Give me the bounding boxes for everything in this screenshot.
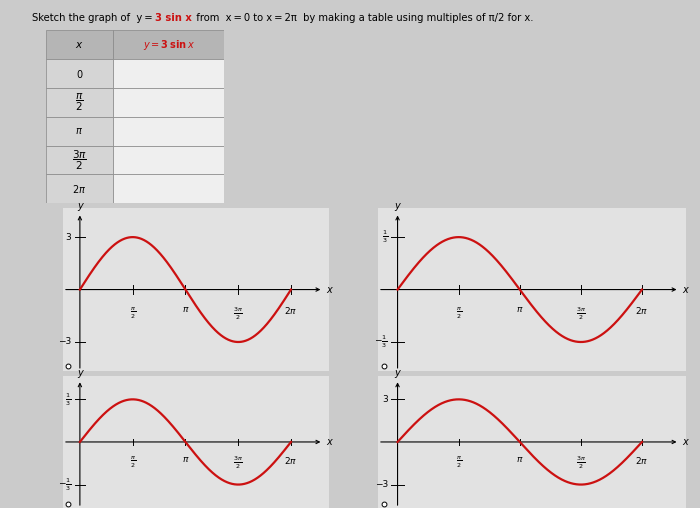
Text: $2\pi$: $2\pi$ bbox=[72, 183, 87, 195]
Text: x: x bbox=[682, 284, 688, 295]
Text: $\frac{3\pi}{2}$: $\frac{3\pi}{2}$ bbox=[233, 455, 243, 471]
Text: $\frac{3\pi}{2}$: $\frac{3\pi}{2}$ bbox=[233, 305, 243, 322]
Text: Sketch the graph of  y =: Sketch the graph of y = bbox=[32, 13, 154, 23]
Text: $\frac{\pi}{2}$: $\frac{\pi}{2}$ bbox=[130, 305, 136, 321]
Text: $\dfrac{3\pi}{2}$: $\dfrac{3\pi}{2}$ bbox=[72, 148, 87, 172]
Text: −3: −3 bbox=[58, 337, 71, 346]
Text: $2\pi$: $2\pi$ bbox=[284, 455, 298, 466]
Text: $\pi$: $\pi$ bbox=[76, 126, 83, 136]
Text: $\frac{\pi}{2}$: $\frac{\pi}{2}$ bbox=[456, 455, 462, 470]
Text: y: y bbox=[395, 201, 400, 211]
FancyBboxPatch shape bbox=[46, 117, 113, 146]
FancyBboxPatch shape bbox=[46, 59, 113, 88]
Text: y: y bbox=[77, 368, 83, 378]
Text: $\frac{3\pi}{2}$: $\frac{3\pi}{2}$ bbox=[576, 305, 586, 322]
Text: $x$: $x$ bbox=[75, 40, 84, 50]
Text: 3: 3 bbox=[382, 395, 388, 404]
Text: $2\pi$: $2\pi$ bbox=[636, 455, 649, 466]
Text: $-\frac{1}{3}$: $-\frac{1}{3}$ bbox=[58, 477, 71, 493]
FancyBboxPatch shape bbox=[46, 146, 113, 174]
FancyBboxPatch shape bbox=[113, 174, 224, 203]
Text: $\pi$: $\pi$ bbox=[182, 305, 189, 314]
Text: $2\pi$: $2\pi$ bbox=[284, 305, 298, 316]
Text: 3 sin x: 3 sin x bbox=[155, 13, 193, 23]
Text: 3: 3 bbox=[66, 233, 71, 242]
Text: $y = \mathbf{3}\,\mathbf{sin}\,x$: $y = \mathbf{3}\,\mathbf{sin}\,x$ bbox=[143, 38, 195, 52]
FancyBboxPatch shape bbox=[46, 88, 113, 117]
Text: y: y bbox=[395, 368, 400, 378]
FancyBboxPatch shape bbox=[113, 146, 224, 174]
Text: $\frac{\pi}{2}$: $\frac{\pi}{2}$ bbox=[130, 455, 136, 470]
Text: x: x bbox=[682, 437, 688, 447]
Text: $\frac{1}{3}$: $\frac{1}{3}$ bbox=[65, 391, 71, 407]
FancyBboxPatch shape bbox=[46, 30, 113, 59]
Text: $\frac{3\pi}{2}$: $\frac{3\pi}{2}$ bbox=[576, 455, 586, 471]
FancyBboxPatch shape bbox=[113, 88, 224, 117]
Text: $-\frac{1}{3}$: $-\frac{1}{3}$ bbox=[374, 334, 388, 351]
Text: from  x = 0 to x = 2π  by making a table using multiples of π/2 for x.: from x = 0 to x = 2π by making a table u… bbox=[190, 13, 534, 23]
Text: $\dfrac{\pi}{2}$: $\dfrac{\pi}{2}$ bbox=[75, 92, 84, 113]
Text: −3: −3 bbox=[374, 480, 388, 489]
FancyBboxPatch shape bbox=[113, 30, 224, 59]
FancyBboxPatch shape bbox=[113, 59, 224, 88]
Text: $\frac{\pi}{2}$: $\frac{\pi}{2}$ bbox=[456, 305, 462, 321]
Text: y: y bbox=[77, 201, 83, 211]
Text: $2\pi$: $2\pi$ bbox=[636, 305, 649, 316]
Text: $\frac{1}{3}$: $\frac{1}{3}$ bbox=[382, 229, 388, 245]
Text: $\pi$: $\pi$ bbox=[516, 305, 524, 314]
Text: x: x bbox=[326, 284, 332, 295]
FancyBboxPatch shape bbox=[113, 117, 224, 146]
Text: $\pi$: $\pi$ bbox=[516, 455, 524, 464]
Text: $0$: $0$ bbox=[76, 68, 83, 80]
Text: x: x bbox=[326, 437, 332, 447]
Text: $\pi$: $\pi$ bbox=[182, 455, 189, 464]
FancyBboxPatch shape bbox=[46, 174, 113, 203]
